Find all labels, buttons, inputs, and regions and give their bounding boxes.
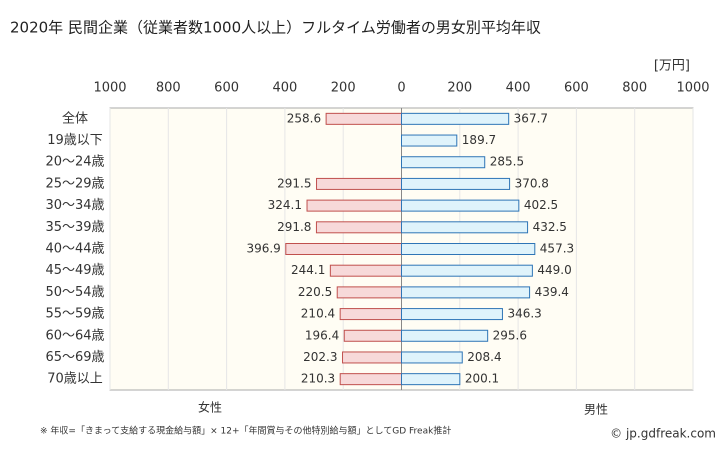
value-label: 210.3 [301,372,335,386]
value-label: 210.4 [301,307,335,321]
y-tick-label: 55～59歳 [45,307,104,322]
bar [285,243,402,255]
bar [315,221,403,234]
value-label: 432.5 [533,220,567,234]
bar [401,373,461,386]
y-tick-label: 全体 [62,110,88,126]
chart-title: 2020年 民間企業（従業者数1000人以上）フルタイム労働者の男女別平均年収 [10,19,541,37]
bar [401,112,510,125]
value-label: 370.8 [515,176,549,190]
bar [329,264,402,277]
footnote: ※ 年収=「きまって支給する現金給与額」× 12+「年間賞与その他特別給与額」と… [40,425,451,437]
y-tick-label: 60～64歳 [45,328,104,343]
x-tick-label: 400 [272,81,297,96]
y-tick-label: 40～44歳 [45,242,104,257]
y-tick-label: 45～49歳 [45,263,104,278]
value-label: 285.5 [490,155,524,169]
bar [339,308,402,321]
x-tick-label: 600 [564,81,589,96]
bar [325,112,402,125]
value-label: 295.6 [493,328,527,342]
value-label: 244.1 [291,263,325,277]
y-tick-label: 19歳以下 [47,133,103,148]
bar [401,199,520,212]
x-tick-label: 1000 [676,81,709,96]
x-tick-label: 800 [156,81,181,96]
credit: © jp.gdfreak.com [610,427,716,441]
value-label: 457.3 [540,242,574,256]
bar [336,286,402,299]
value-label: 439.4 [535,285,569,299]
value-label: 258.6 [287,111,321,125]
y-tick-label: 70歳以上 [47,372,103,387]
value-label: 402.5 [524,198,558,212]
value-label: 449.0 [537,263,571,277]
value-label: 196.4 [305,328,339,342]
bar [401,156,486,169]
bar [316,177,402,190]
x-tick-label: 1000 [93,81,126,96]
value-label: 189.7 [462,133,496,147]
unit-label: [万円] [654,59,690,74]
y-tick-label: 65～69歳 [45,350,104,365]
bar [401,351,463,364]
x-tick-label: 600 [214,81,239,96]
x-tick-label: 200 [447,81,472,96]
legend-label: 女性 [198,400,222,415]
value-label: 220.5 [298,285,332,299]
x-tick-label: 400 [506,81,531,96]
bar [401,286,531,299]
value-label: 346.3 [507,307,541,321]
value-label: 291.8 [277,220,311,234]
bar [401,308,503,321]
value-label: 200.1 [465,372,499,386]
value-label: 208.4 [467,350,501,364]
bar [306,199,402,212]
y-tick-label: 25～29歳 [45,176,104,191]
bar [342,351,402,364]
value-label: 202.3 [303,350,337,364]
value-label: 324.1 [268,198,302,212]
value-label: 367.7 [514,111,548,125]
y-tick-label: 20～24歳 [45,155,104,170]
y-tick-label: 35～39歳 [45,220,104,235]
value-label: 291.5 [277,176,311,190]
bar [401,177,511,190]
bar [401,221,529,234]
x-tick-label: 800 [622,81,647,96]
x-tick-label: 200 [331,81,356,96]
legend-label: 男性 [584,403,608,417]
value-label: 396.9 [246,242,280,256]
bar [339,373,402,386]
bar [401,264,533,277]
y-tick-label: 30～34歳 [45,198,104,213]
bar [401,243,536,255]
x-tick-label: 0 [397,81,405,96]
bar [343,329,402,342]
y-tick-label: 50～54歳 [45,285,104,300]
bar [401,134,458,147]
bar [401,329,489,342]
